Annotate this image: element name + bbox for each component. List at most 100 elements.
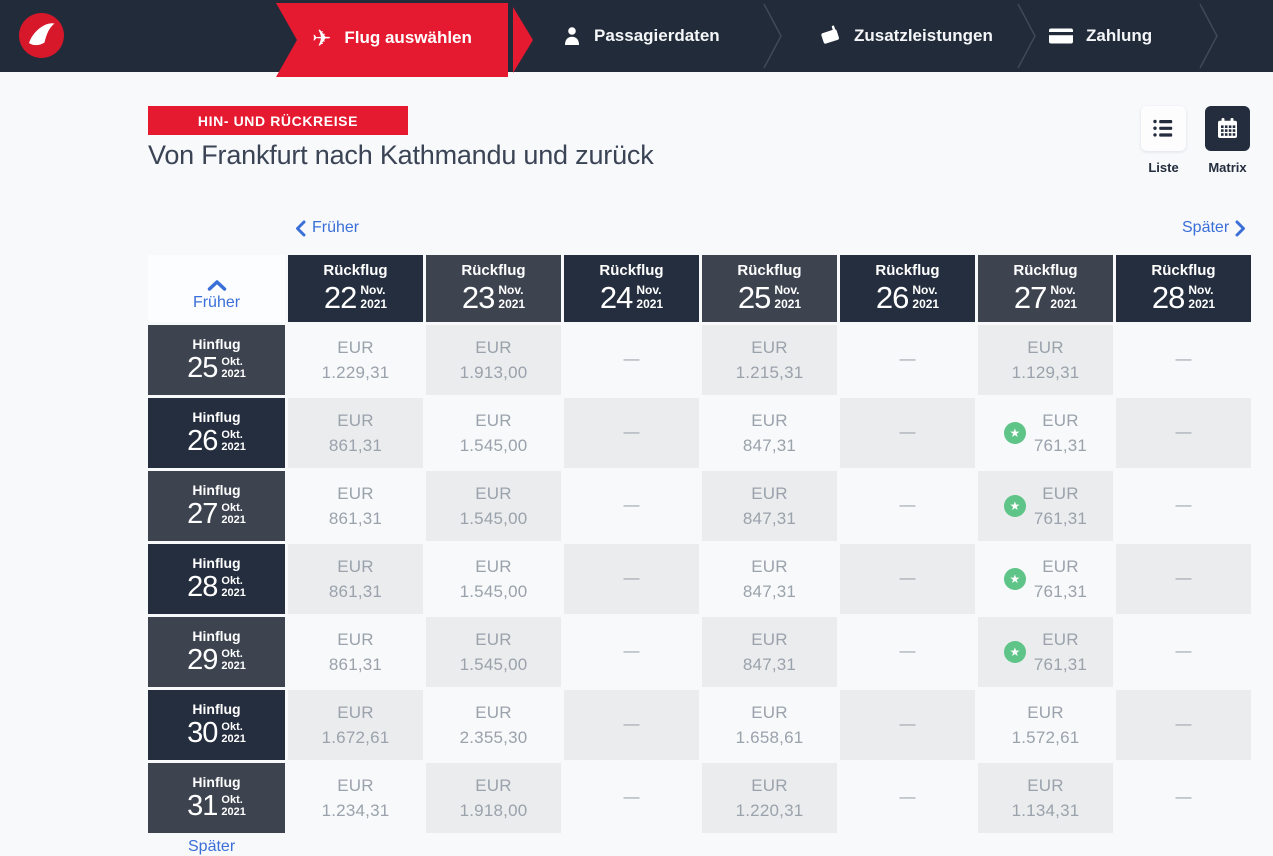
no-fare-dash: — (899, 716, 916, 733)
price-text: EUR 1.918,00 (460, 773, 528, 824)
price-cell-r3c1[interactable]: EUR 1.545,00 (426, 544, 561, 614)
price-amount: 1.545,00 (459, 436, 528, 455)
step-passagierdaten[interactable]: Passagierdaten (562, 0, 720, 72)
earlier-link[interactable]: Früher (295, 219, 359, 237)
price-wrap: EUR 847,31 (743, 554, 796, 605)
price-cell-r1c5[interactable]: ★ EUR 761,31 (978, 398, 1113, 468)
price-cell-r6c1[interactable]: EUR 1.918,00 (426, 763, 561, 833)
price-text: EUR 1.658,61 (736, 700, 804, 751)
return-month: Nov. (912, 283, 938, 298)
matrix-earlier-control[interactable]: Früher (148, 255, 285, 322)
price-cell-r2c5[interactable]: ★ EUR 761,31 (978, 471, 1113, 541)
outbound-month: Okt. (221, 647, 243, 660)
matrix-row-header-31-okt: Hinflug 31 Okt. 2021 (148, 763, 285, 833)
price-text: EUR 861,31 (329, 554, 382, 605)
price-cell-r6c0[interactable]: EUR 1.234,31 (288, 763, 423, 833)
price-wrap: EUR 1.134,31 (1012, 773, 1080, 824)
step-zahlung[interactable]: Zahlung (1048, 0, 1152, 72)
price-cell-r4c5[interactable]: ★ EUR 761,31 (978, 617, 1113, 687)
price-cell-r0c3[interactable]: EUR 1.215,31 (702, 325, 837, 395)
price-cell-r2c3[interactable]: EUR 847,31 (702, 471, 837, 541)
price-cell-r3c5[interactable]: ★ EUR 761,31 (978, 544, 1113, 614)
price-cell-r4c3[interactable]: EUR 847,31 (702, 617, 837, 687)
price-amount: 1.234,31 (321, 801, 390, 820)
price-text: EUR 861,31 (329, 627, 382, 678)
step-separator-chevron (1017, 3, 1036, 69)
matrix-col-header-27-nov: Rückflug 27 Nov. 2021 (978, 255, 1113, 322)
step-flug-auswaehlen[interactable]: ✈ Flug auswählen (276, 0, 508, 76)
outbound-date: 31 Okt. 2021 (187, 790, 246, 823)
matrix-later-control[interactable]: Später (188, 838, 236, 855)
price-text: EUR 847,31 (743, 408, 796, 459)
empty-cell-r0c6: — (1116, 325, 1251, 395)
price-cell-r5c5[interactable]: EUR 1.572,61 (978, 690, 1113, 760)
currency-label: EUR (337, 629, 374, 649)
page-title: Von Frankfurt nach Kathmandu und zurück (148, 140, 654, 170)
price-matrix: Früher Rückflug 22 Nov. 2021 Rückflug 23 Nov. 2… (148, 255, 1251, 833)
price-cell-r5c3[interactable]: EUR 1.658,61 (702, 690, 837, 760)
price-cell-r2c1[interactable]: EUR 1.545,00 (426, 471, 561, 541)
return-date: 27 Nov. 2021 (1014, 280, 1077, 316)
empty-cell-r0c4: — (840, 325, 975, 395)
currency-label: EUR (1042, 410, 1079, 430)
price-text: EUR 1.545,00 (460, 627, 528, 678)
return-day: 27 (1013, 279, 1047, 315)
price-cell-r5c1[interactable]: EUR 2.355,30 (426, 690, 561, 760)
empty-cell-r6c2: — (564, 763, 699, 833)
empty-cell-r2c2: — (564, 471, 699, 541)
price-cell-r4c0[interactable]: EUR 861,31 (288, 617, 423, 687)
price-cell-r0c0[interactable]: EUR 1.229,31 (288, 325, 423, 395)
price-cell-r1c3[interactable]: EUR 847,31 (702, 398, 837, 468)
currency-label: EUR (1042, 556, 1079, 576)
price-cell-r4c1[interactable]: EUR 1.545,00 (426, 617, 561, 687)
price-cell-r6c3[interactable]: EUR 1.220,31 (702, 763, 837, 833)
no-fare-dash: — (623, 789, 640, 806)
price-cell-r3c3[interactable]: EUR 847,31 (702, 544, 837, 614)
price-wrap: ★ EUR 761,31 (1003, 408, 1087, 459)
top-navbar: ✈ Flug auswählen Passagierdaten Zusatzle… (0, 0, 1273, 77)
return-month-year: Nov. 2021 (360, 284, 388, 311)
price-text: EUR 861,31 (329, 481, 382, 532)
return-year: 2021 (498, 296, 526, 311)
outbound-month: Okt. (221, 355, 243, 368)
return-year: 2021 (360, 296, 388, 311)
star-icon: ★ (1003, 641, 1026, 663)
return-flight-label: Rückflug (323, 261, 388, 279)
price-wrap: EUR 1.918,00 (460, 773, 528, 824)
currency-label: EUR (475, 629, 512, 649)
price-cell-r6c5[interactable]: EUR 1.134,31 (978, 763, 1113, 833)
price-cell-r2c0[interactable]: EUR 861,31 (288, 471, 423, 541)
price-cell-r0c1[interactable]: EUR 1.913,00 (426, 325, 561, 395)
tag-icon (821, 25, 839, 44)
matrix-col-header-25-nov: Rückflug 25 Nov. 2021 (702, 255, 837, 322)
outbound-day: 25 (187, 351, 218, 384)
outbound-month-year: Okt. 2021 (221, 721, 245, 745)
outbound-date: 30 Okt. 2021 (187, 717, 246, 750)
price-wrap: EUR 861,31 (329, 554, 382, 605)
turkish-airlines-logo[interactable] (18, 12, 65, 59)
matrix-view-button[interactable] (1205, 106, 1250, 151)
matrix-col-header-24-nov: Rückflug 24 Nov. 2021 (564, 255, 699, 322)
return-month-year: Nov. 2021 (774, 284, 801, 311)
price-cell-r1c1[interactable]: EUR 1.545,00 (426, 398, 561, 468)
price-wrap: EUR 1.545,00 (460, 554, 528, 605)
outbound-date: 29 Okt. 2021 (187, 644, 246, 677)
outbound-year: 2021 (221, 587, 246, 599)
currency-label: EUR (475, 483, 512, 503)
price-cell-r0c5[interactable]: EUR 1.129,31 (978, 325, 1113, 395)
step-zusatzleistungen[interactable]: Zusatzleistungen (818, 0, 993, 72)
list-view-button[interactable] (1141, 106, 1186, 151)
plane-icon: ✈ (312, 24, 332, 51)
empty-cell-r2c4: — (840, 471, 975, 541)
outbound-year: 2021 (221, 441, 246, 453)
price-cell-r3c0[interactable]: EUR 861,31 (288, 544, 423, 614)
star-icon: ★ (1003, 495, 1026, 517)
price-cell-r1c0[interactable]: EUR 861,31 (288, 398, 423, 468)
return-month: Nov. (1188, 283, 1214, 298)
price-wrap: EUR 847,31 (743, 408, 796, 459)
price-cell-r5c0[interactable]: EUR 1.672,61 (288, 690, 423, 760)
return-date: 26 Nov. 2021 (876, 280, 939, 316)
person-icon (565, 27, 579, 45)
price-wrap: EUR 1.658,61 (736, 700, 804, 751)
later-link[interactable]: Später (1182, 219, 1246, 237)
